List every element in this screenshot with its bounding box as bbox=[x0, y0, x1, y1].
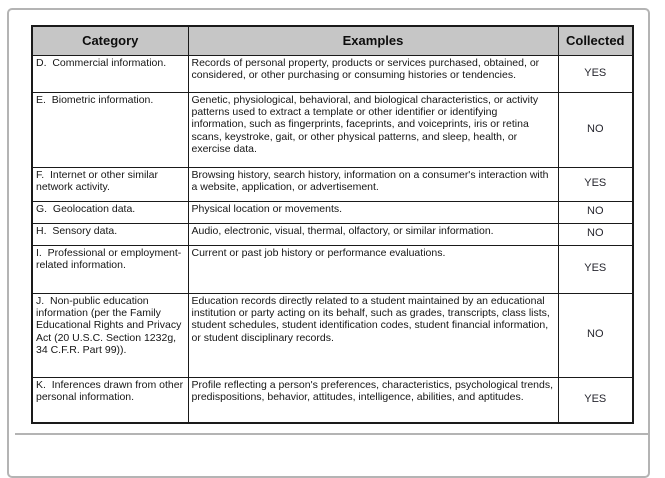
collected-cell: YES bbox=[557, 244, 634, 294]
category-cell: J. Non-public education information (per… bbox=[31, 292, 189, 378]
category-cell: H. Sensory data. bbox=[31, 222, 189, 246]
examples-cell: Browsing history, search history, inform… bbox=[187, 166, 559, 202]
collected-cell: YES bbox=[557, 166, 634, 202]
table-row: H. Sensory data. Audio, electronic, visu… bbox=[31, 222, 634, 246]
column-header-collected: Collected bbox=[557, 25, 634, 56]
collected-cell: NO bbox=[557, 91, 634, 168]
examples-cell: Profile reflecting a person's preference… bbox=[187, 376, 559, 424]
collected-cell: YES bbox=[557, 376, 634, 424]
table-row: F. Internet or other similar network act… bbox=[31, 166, 634, 202]
table-row: I. Professional or employment-related in… bbox=[31, 244, 634, 294]
table-row: E. Biometric information. Genetic, physi… bbox=[31, 91, 634, 168]
examples-cell: Audio, electronic, visual, thermal, olfa… bbox=[187, 222, 559, 246]
category-cell: D. Commercial information. bbox=[31, 54, 189, 93]
examples-cell: Records of personal property, products o… bbox=[187, 54, 559, 93]
collected-cell: YES bbox=[557, 54, 634, 93]
category-cell: K. Inferences drawn from other personal … bbox=[31, 376, 189, 424]
collected-cell: NO bbox=[557, 292, 634, 378]
collected-cell: NO bbox=[557, 222, 634, 246]
examples-cell: Current or past job history or performan… bbox=[187, 244, 559, 294]
table-row: K. Inferences drawn from other personal … bbox=[31, 376, 634, 424]
collected-cell: NO bbox=[557, 200, 634, 224]
personal-information-categories-table: Category Examples Collected D. Commercia… bbox=[31, 25, 634, 424]
examples-cell: Genetic, physiological, behavioral, and … bbox=[187, 91, 559, 168]
examples-cell: Physical location or movements. bbox=[187, 200, 559, 224]
table-row: D. Commercial information. Records of pe… bbox=[31, 54, 634, 93]
table-row: J. Non-public education information (per… bbox=[31, 292, 634, 378]
column-header-examples: Examples bbox=[187, 25, 559, 56]
category-cell: F. Internet or other similar network act… bbox=[31, 166, 189, 202]
table-row: G. Geolocation data. Physical location o… bbox=[31, 200, 634, 224]
category-cell: E. Biometric information. bbox=[31, 91, 189, 168]
category-cell: I. Professional or employment-related in… bbox=[31, 244, 189, 294]
table-header-row: Category Examples Collected bbox=[31, 25, 634, 56]
page-bottom-divider bbox=[15, 433, 650, 435]
column-header-category: Category bbox=[31, 25, 189, 56]
category-cell: G. Geolocation data. bbox=[31, 200, 189, 224]
examples-cell: Education records directly related to a … bbox=[187, 292, 559, 378]
